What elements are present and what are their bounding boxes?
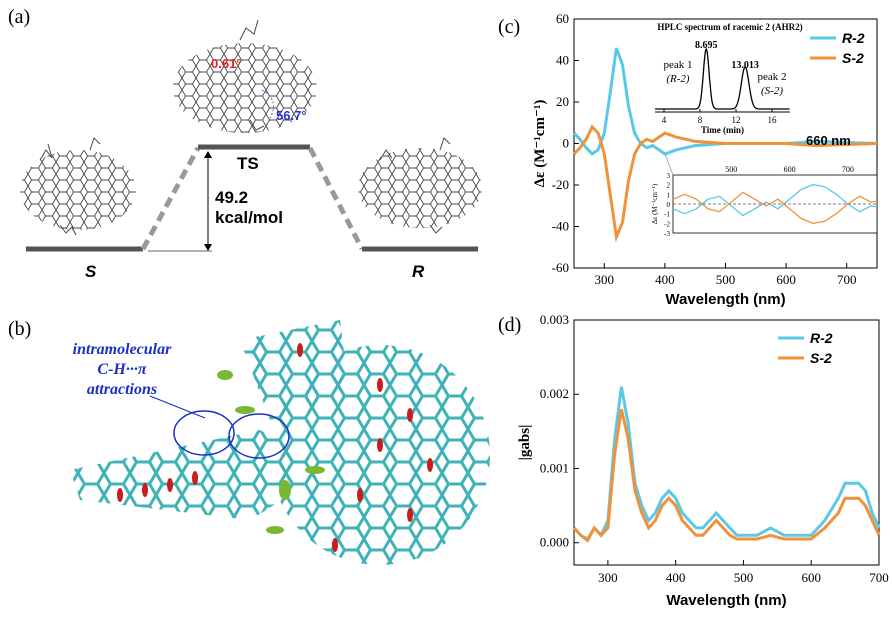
- ts-label: TS: [237, 154, 259, 173]
- panel-label-b: (b): [8, 318, 32, 340]
- zoom-series-line-0: [672, 184, 878, 217]
- y-tick-label-c-2: -20: [552, 177, 569, 192]
- panel-label-a: (a): [8, 6, 31, 28]
- hplc-tick-label-0: 4: [662, 115, 667, 125]
- y-tick-label-d-1: 0.001: [540, 460, 569, 475]
- plot-frame-d: [573, 319, 880, 566]
- x-tick-label-d-3: 600: [801, 570, 821, 585]
- x-axis-label-c: Wavelength (nm): [665, 291, 785, 308]
- hplc-tick-label-2: 12: [732, 115, 741, 125]
- hplc-peak1-id: (R-2): [666, 73, 690, 85]
- x-tick-label-d-1: 400: [666, 570, 686, 585]
- zoom-connector: [664, 153, 674, 176]
- zoom-y-tick-label-4: 1: [667, 191, 671, 199]
- panel-label-d: (d): [498, 314, 522, 336]
- y-tick-label-c-6: 60: [556, 11, 569, 26]
- annotation-line-3: attractions: [86, 381, 158, 398]
- zoom-series-line-1: [672, 191, 878, 224]
- barrier-arrow-head-bottom: [204, 244, 212, 251]
- series-line-c-0: [572, 47, 878, 156]
- x-tick-label-d-4: 700: [869, 570, 889, 585]
- zoom-y-tick-label-5: 2: [667, 182, 671, 190]
- hplc-peak2-id: (S-2): [761, 85, 783, 97]
- series-line-d-1: [572, 408, 881, 543]
- hplc-peak2-time: 13.013: [731, 60, 759, 71]
- y-tick-label-c-0: -60: [552, 260, 569, 275]
- hplc-trace: [655, 47, 790, 110]
- zoom-y-tick-label-0: -3: [664, 230, 670, 238]
- x-tick-label-c-0: 300: [595, 272, 615, 287]
- annotation-line-1: intramolecular: [72, 341, 172, 358]
- hplc-tick-label-3: 16: [768, 115, 778, 125]
- legend-label-0: R-2: [810, 330, 833, 346]
- zoom-y-tick-label-6: 3: [667, 172, 671, 180]
- y-axis-label-d: |gabs|: [517, 425, 533, 461]
- legend-label-1: S-2: [842, 50, 864, 66]
- nci-annotation: intramolecular C-H···π attractions: [52, 340, 192, 400]
- y-axis-label-c: Δε (M⁻¹cm⁻¹): [532, 100, 548, 188]
- angle-red-label: 0.61°: [211, 56, 242, 71]
- y-tick-label-c-4: 20: [556, 94, 569, 109]
- y-tick-label-d-0: 0.000: [540, 535, 569, 550]
- zoom-x-tick-label-1: 600: [784, 165, 796, 174]
- zoom-y-tick-label-3: 0: [667, 201, 671, 209]
- barrier-arrow-head-top: [204, 151, 212, 158]
- molecule-s: [20, 137, 136, 236]
- molecule-r: [358, 137, 482, 234]
- y-tick-label-d-2: 0.002: [540, 386, 569, 401]
- zoom-y-tick-label-1: -2: [664, 220, 670, 228]
- hplc-peak1-label: peak 1: [663, 59, 692, 71]
- hplc-peak1-time: 8.695: [695, 40, 718, 51]
- barrier-unit: kcal/mol: [215, 208, 284, 227]
- hplc-title: HPLC spectrum of racemic 2 (AHR2): [657, 22, 802, 32]
- state-s-label: S: [85, 262, 97, 281]
- y-tick-label-c-3: 0: [563, 136, 570, 151]
- y-tick-label-d-3: 0.003: [540, 312, 569, 327]
- angle-blue-label: 56.7°: [276, 108, 307, 123]
- series-line-c-1: [572, 124, 878, 243]
- zoom-x-tick-label-0: 500: [725, 165, 737, 174]
- attraction-circle-left: [173, 410, 235, 456]
- y-tick-label-c-1: -40: [552, 219, 569, 234]
- zoom-y-tick-label-2: -1: [664, 211, 670, 219]
- hplc-tick-label-1: 8: [698, 115, 703, 125]
- state-r-label: R: [412, 262, 425, 281]
- annotation-line-2: C-H···π: [97, 361, 147, 378]
- x-tick-label-c-2: 500: [716, 272, 736, 287]
- x-tick-label-d-2: 500: [734, 570, 754, 585]
- barrier-value: 49.2: [215, 188, 249, 207]
- energy-slope-left: [140, 146, 201, 251]
- x-axis-label-d: Wavelength (nm): [666, 592, 786, 609]
- legend-label-1: S-2: [810, 350, 832, 366]
- x-tick-label-c-4: 700: [837, 272, 857, 287]
- x-tick-label-c-1: 400: [655, 272, 675, 287]
- x-tick-label-d-0: 300: [598, 570, 618, 585]
- zoom-x-tick-label-2: 700: [842, 165, 854, 174]
- annotation-660nm: 660 nm: [806, 133, 851, 148]
- y-tick-label-c-5: 40: [556, 53, 569, 68]
- energy-slope-right: [307, 146, 365, 251]
- panel-label-c: (c): [498, 16, 521, 38]
- series-line-d-0: [572, 386, 881, 542]
- hplc-peak2-label: peak 2: [757, 71, 786, 83]
- zoom-y-label: Δε (M⁻¹cm⁻¹): [651, 183, 659, 224]
- attraction-circle-right: [228, 413, 290, 459]
- hplc-x-label: Time (min): [701, 125, 744, 135]
- legend-label-0: R-2: [842, 30, 865, 46]
- x-tick-label-c-3: 600: [776, 272, 796, 287]
- zoom-inset-frame: [672, 174, 878, 234]
- plot-frame-c: [573, 18, 878, 269]
